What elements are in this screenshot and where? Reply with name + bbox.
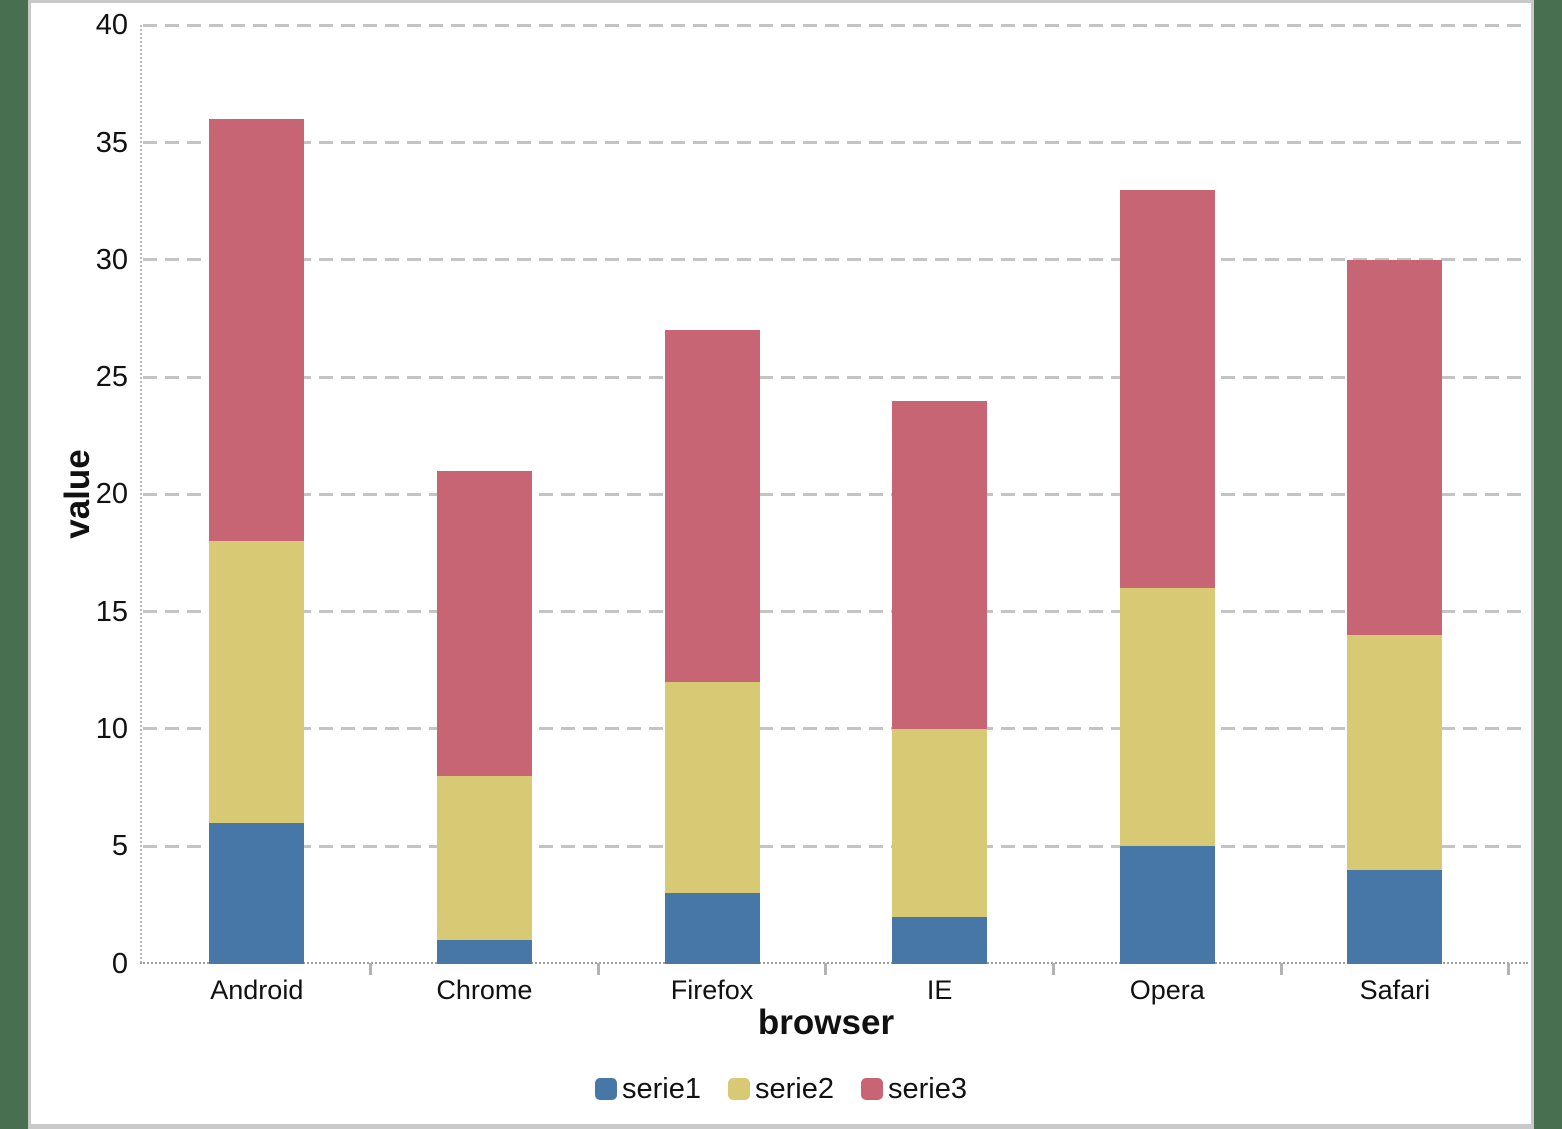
bar-segment-safari-serie2[interactable]: [1347, 635, 1443, 870]
x-axis-tick-2: [596, 963, 600, 975]
gridline-10: [143, 727, 1528, 731]
x-axis-tick-6: [1507, 963, 1511, 975]
y-tick-label-20: 20: [95, 478, 128, 511]
x-axis-tick-4: [1051, 963, 1055, 975]
x-axis-tick-1: [369, 963, 373, 975]
x-category-label-android: Android: [210, 975, 304, 1005]
bar-segment-android-serie3[interactable]: [209, 119, 305, 542]
bar-segment-safari-serie1[interactable]: [1347, 869, 1443, 964]
x-category-label-ie: IE: [926, 975, 953, 1005]
y-tick-label-5: 5: [111, 830, 128, 863]
x-category-label-safari: Safari: [1359, 975, 1431, 1005]
y-tick-label-35: 35: [95, 126, 128, 159]
x-axis-tick-5: [1279, 963, 1283, 975]
x-axis-line: [140, 962, 1528, 964]
bar-segment-opera-serie1[interactable]: [1119, 846, 1215, 964]
legend-swatch-serie3: [861, 1078, 883, 1100]
gridline-30: [143, 258, 1528, 262]
legend-item-serie2[interactable]: serie2: [728, 1073, 834, 1105]
legend-label-serie3: serie3: [888, 1073, 967, 1105]
gridline-35: [143, 141, 1528, 145]
y-tick-label-0: 0: [111, 947, 128, 980]
bar-segment-ie-serie2[interactable]: [892, 728, 988, 917]
legend-item-serie1[interactable]: serie1: [595, 1073, 701, 1105]
gridline-25: [143, 375, 1528, 379]
legend-label-serie1: serie1: [622, 1073, 701, 1105]
bar-segment-chrome-serie1[interactable]: [436, 940, 532, 964]
bar-segment-ie-serie1[interactable]: [892, 916, 988, 964]
gridline-5: [143, 844, 1528, 848]
x-category-label-opera: Opera: [1129, 975, 1205, 1005]
y-tick-label-30: 30: [95, 243, 128, 276]
legend-swatch-serie1: [595, 1078, 617, 1100]
bar-segment-safari-serie3[interactable]: [1347, 259, 1443, 636]
legend-swatch-serie2: [728, 1078, 750, 1100]
y-tick-label-10: 10: [95, 712, 128, 745]
bar-segment-ie-serie3[interactable]: [892, 400, 988, 729]
y-axis-title: value: [58, 449, 97, 539]
gridline-15: [143, 610, 1528, 614]
legend-item-serie3[interactable]: serie3: [861, 1073, 967, 1105]
bar-segment-firefox-serie1[interactable]: [664, 893, 760, 964]
bar-segment-android-serie1[interactable]: [209, 822, 305, 964]
y-tick-label-15: 15: [95, 595, 128, 628]
x-axis-title: browser: [757, 1003, 895, 1042]
y-tick-label-40: 40: [95, 9, 128, 42]
bar-segment-android-serie2[interactable]: [209, 541, 305, 823]
bar-segment-chrome-serie2[interactable]: [436, 775, 532, 941]
x-category-label-firefox: Firefox: [670, 975, 754, 1005]
x-axis-tick-3: [824, 963, 828, 975]
gridline-20: [143, 492, 1528, 496]
legend: serie1 serie2 serie3: [31, 1072, 1531, 1106]
legend-label-serie2: serie2: [755, 1073, 834, 1105]
bar-segment-opera-serie3[interactable]: [1119, 189, 1215, 589]
bar-segment-chrome-serie3[interactable]: [436, 470, 532, 776]
bar-segment-opera-serie2[interactable]: [1119, 588, 1215, 847]
gridline-40: [143, 23, 1528, 27]
x-category-label-chrome: Chrome: [436, 975, 533, 1005]
bar-segment-firefox-serie3[interactable]: [664, 330, 760, 683]
y-tick-label-25: 25: [95, 361, 128, 394]
y-axis-line: [140, 25, 142, 963]
bar-segment-firefox-serie2[interactable]: [664, 682, 760, 894]
